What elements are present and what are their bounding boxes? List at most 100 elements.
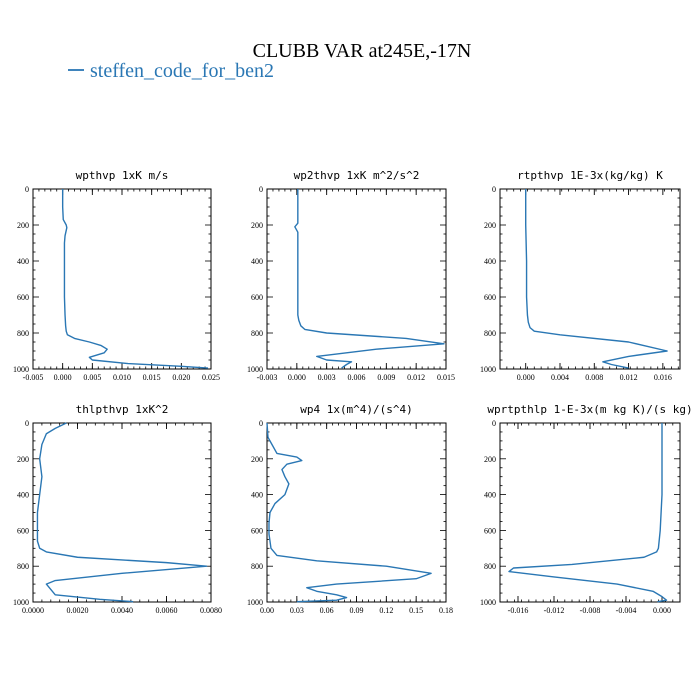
x-tick-label: 0.020 — [172, 373, 190, 382]
y-tick-label: 400 — [484, 257, 496, 266]
x-tick-label: 0.015 — [143, 373, 161, 382]
legend-label: steffen_code_for_ben2 — [90, 60, 274, 82]
y-tick-label: 200 — [251, 221, 263, 230]
series-line-1 — [266, 422, 432, 603]
y-tick-label: 200 — [17, 221, 29, 230]
panel-title: wpthvp 1xK m/s — [76, 169, 169, 182]
series-line-1 — [294, 189, 445, 369]
y-tick-label: 1000 — [13, 598, 29, 607]
y-tick-label: 1000 — [480, 365, 496, 374]
panel-title: wprtpthlp 1-E-3x(m kg K)/(s kg) — [487, 403, 692, 416]
x-tick-label: 0.0080 — [200, 606, 222, 615]
x-tick-label: 0.005 — [83, 373, 101, 382]
panels: wpthvp 1xK m/s-0.005 0.000 0.005 0.010 0.015… — [13, 169, 693, 615]
x-tick-label: -0.005 — [23, 373, 44, 382]
y-tick-label: 0 — [25, 185, 29, 194]
y-tick-label: 800 — [484, 329, 496, 338]
y-tick-label: 800 — [17, 329, 29, 338]
y-tick-label: 200 — [484, 455, 496, 464]
x-tick-label: 0.015 — [437, 373, 455, 382]
series-line-1 — [508, 423, 668, 603]
y-tick-label: 600 — [251, 293, 263, 302]
x-tick-label: 0.025 — [202, 373, 220, 382]
figure-title: CLUBB VAR at245E,-17N — [253, 40, 472, 62]
y-tick-label: 400 — [251, 257, 263, 266]
x-tick-label: -0.003 — [257, 373, 278, 382]
x-tick-label: 0.18 — [439, 606, 453, 615]
panel-frame — [32, 188, 212, 370]
series-line-1 — [61, 189, 209, 369]
y-tick-label: 1000 — [247, 365, 263, 374]
y-tick-label: 0 — [492, 419, 496, 428]
x-tick-label: 0.0020 — [67, 606, 89, 615]
y-tick-label: 200 — [17, 455, 29, 464]
x-tick-label: 0.009 — [377, 373, 395, 382]
y-tick-label: 1000 — [480, 598, 496, 607]
panel-5: wp4 1x(m^4)/(s^4) 0.00 0.03 0.06 0.09 0.12 0.1… — [247, 403, 453, 615]
panel-title: thlpthvp 1xK^2 — [76, 403, 169, 416]
x-tick-label: 0.003 — [318, 373, 336, 382]
y-tick-label: 800 — [484, 562, 496, 571]
y-tick-label: 400 — [17, 257, 29, 266]
y-tick-label: 600 — [251, 526, 263, 535]
y-tick-label: 0 — [259, 185, 263, 194]
y-tick-label: 400 — [484, 491, 496, 500]
y-tick-label: 400 — [251, 491, 263, 500]
x-tick-label: -0.012 — [544, 606, 565, 615]
x-tick-label: 0.03 — [290, 606, 304, 615]
x-tick-label: 0.008 — [585, 373, 603, 382]
panel-6: wprtpthlp 1-E-3x(m kg K)/(s kg) -0.016 -0.… — [480, 403, 693, 615]
y-tick-label: 200 — [251, 455, 263, 464]
x-tick-label: 0.004 — [551, 373, 569, 382]
series-line-1 — [525, 189, 668, 369]
panel-title: wp4 1x(m^4)/(s^4) — [300, 403, 413, 416]
y-tick-label: 0 — [25, 419, 29, 428]
panel-3: rtpthvp 1E-3x(kg/kg) K 0.000 0.004 0.008 0.0… — [480, 169, 681, 382]
y-tick-label: 600 — [17, 526, 29, 535]
y-tick-label: 0 — [492, 185, 496, 194]
x-tick-label: 0.016 — [654, 373, 672, 382]
x-tick-label: 0.0060 — [156, 606, 178, 615]
y-tick-label: 1000 — [13, 365, 29, 374]
y-tick-label: 600 — [484, 526, 496, 535]
y-tick-label: 800 — [251, 329, 263, 338]
x-tick-label: -0.008 — [580, 606, 601, 615]
y-tick-label: 1000 — [247, 598, 263, 607]
x-tick-label: 0.012 — [620, 373, 638, 382]
x-tick-label: -0.004 — [616, 606, 637, 615]
x-tick-label: 0.000 — [653, 606, 671, 615]
x-tick-label: 0.000 — [54, 373, 72, 382]
x-tick-label: 0.012 — [407, 373, 425, 382]
y-tick-label: 600 — [484, 293, 496, 302]
x-tick-label: 0.12 — [379, 606, 393, 615]
panel-frame — [266, 188, 447, 370]
x-tick-label: 0.000 — [517, 373, 535, 382]
x-tick-label: 0.00 — [260, 606, 274, 615]
y-tick-label: 600 — [17, 293, 29, 302]
x-tick-label: 0.010 — [113, 373, 131, 382]
panel-4: thlpthvp 1xK^2 0.0000 0.0020 0.0040 0.0060 0.… — [13, 403, 222, 615]
y-tick-label: 400 — [17, 491, 29, 500]
figure-legend: steffen_code_for_ben2 — [68, 60, 274, 82]
x-tick-label: 0.06 — [320, 606, 334, 615]
series-line-1 — [36, 422, 208, 603]
panel-title: wp2thvp 1xK m^2/s^2 — [294, 169, 420, 182]
x-tick-label: 0.0040 — [111, 606, 133, 615]
x-tick-label: 0.0000 — [22, 606, 44, 615]
y-tick-label: 800 — [17, 562, 29, 571]
y-tick-label: 200 — [484, 221, 496, 230]
panel-title: rtpthvp 1E-3x(kg/kg) K — [517, 169, 663, 182]
y-tick-label: 800 — [251, 562, 263, 571]
panel-frame — [266, 422, 447, 603]
panel-frame — [32, 422, 212, 603]
x-tick-label: 0.09 — [350, 606, 364, 615]
x-tick-label: 0.006 — [348, 373, 366, 382]
x-tick-label: -0.016 — [508, 606, 529, 615]
panel-frame — [499, 422, 681, 603]
panel-1: wpthvp 1xK m/s -0.005 0.000 0.005 0.010 0.015… — [13, 169, 220, 382]
x-tick-label: 0.15 — [409, 606, 423, 615]
x-tick-label: 0.000 — [288, 373, 306, 382]
y-tick-label: 0 — [259, 419, 263, 428]
panel-2: wp2thvp 1xK m^2/s^2 -0.003 0.000 0.003 0.006… — [247, 169, 455, 382]
